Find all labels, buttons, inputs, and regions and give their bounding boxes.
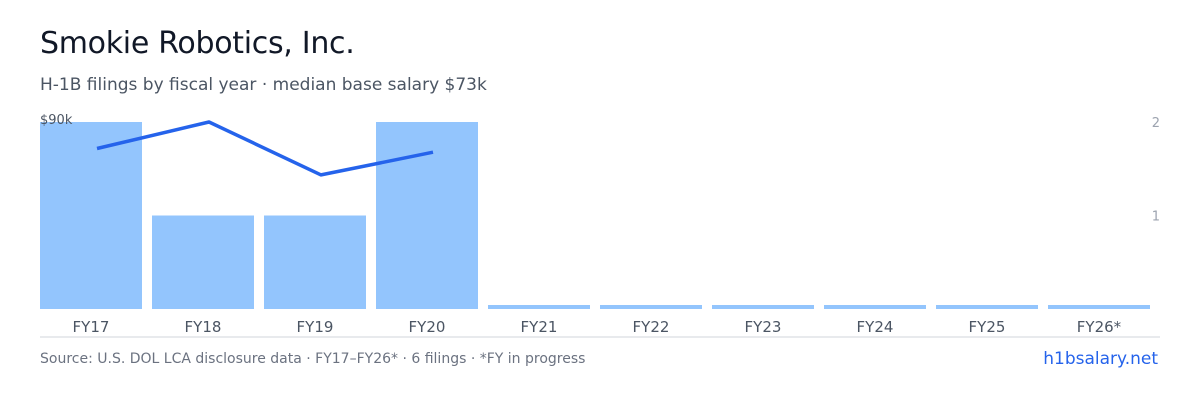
bar-fy22 — [600, 305, 702, 309]
x-tick-label: FY19 — [297, 318, 334, 336]
chart-subtitle: H-1B filings by fiscal year · median bas… — [40, 75, 487, 95]
source-note: Source: U.S. DOL LCA disclosure data · F… — [40, 351, 586, 367]
chart-title: Smokie Robotics, Inc. — [40, 26, 355, 61]
bar-fy25 — [936, 305, 1038, 309]
x-tick-label: FY26* — [1077, 318, 1122, 336]
x-tick-label: FY17 — [73, 318, 110, 336]
bar-fy24 — [824, 305, 926, 309]
bar-fy23 — [712, 305, 814, 309]
left-axis-label: $90k — [40, 113, 73, 128]
x-tick-label: FY21 — [521, 318, 558, 336]
right-axis-tick: 2 — [1152, 116, 1160, 131]
bar-fy26 — [1048, 305, 1150, 309]
x-tick-label: FY25 — [969, 318, 1006, 336]
x-tick-label: FY23 — [745, 318, 782, 336]
right-axis-tick: 1 — [1152, 210, 1160, 225]
bar-fy20 — [376, 122, 478, 309]
bar-fy18 — [152, 215, 254, 309]
x-tick-label: FY22 — [633, 318, 670, 336]
bar-fy17 — [40, 122, 142, 309]
bar-fy19 — [264, 215, 366, 309]
x-tick-label: FY24 — [857, 318, 894, 336]
site-link[interactable]: h1bsalary.net — [1043, 349, 1158, 369]
bar-fy21 — [488, 305, 590, 309]
x-tick-label: FY20 — [409, 318, 446, 336]
salary-line — [96, 120, 434, 177]
x-tick-label: FY18 — [185, 318, 222, 336]
